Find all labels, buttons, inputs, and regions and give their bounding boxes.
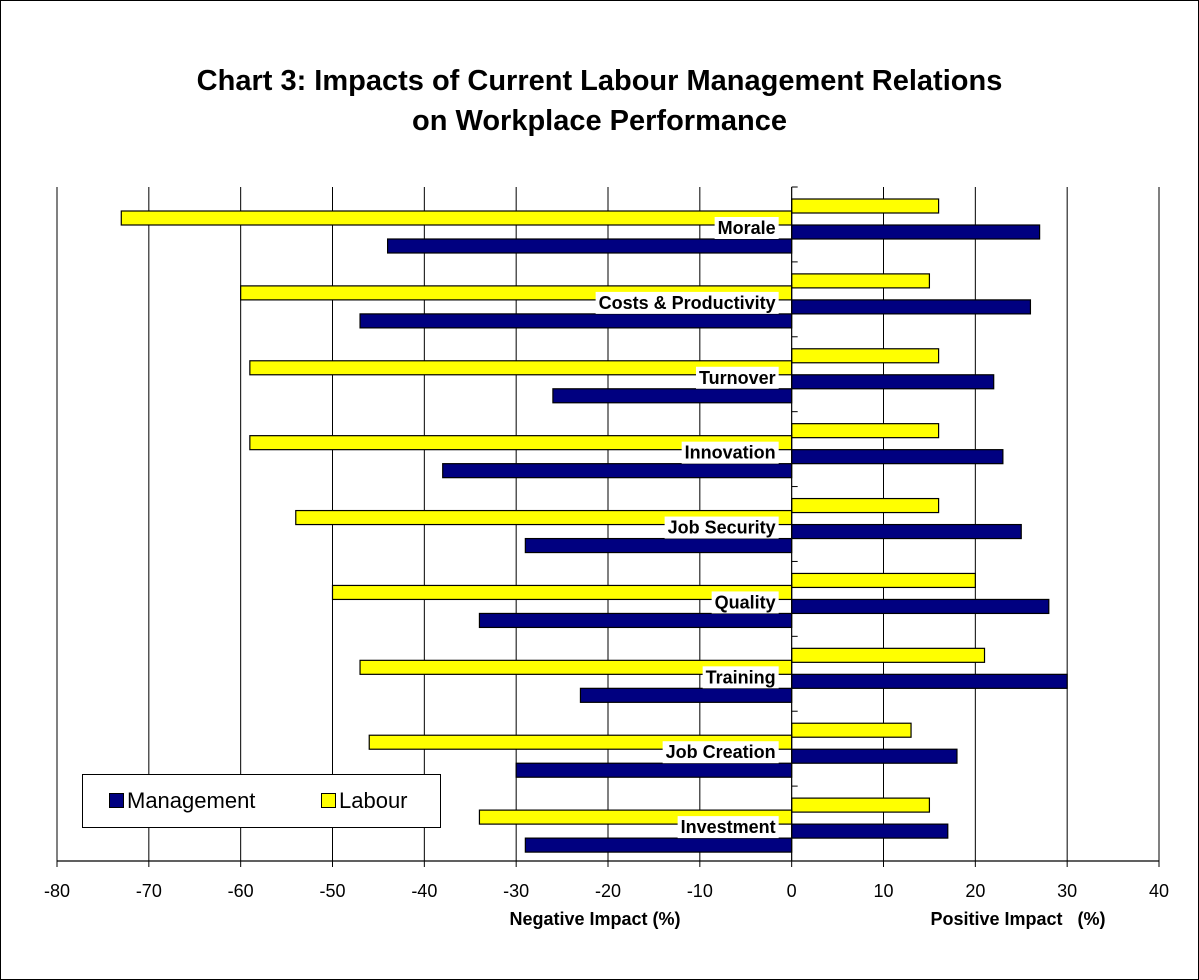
x-axis-title-positive: Positive Impact (%): [930, 909, 1105, 929]
bar-management-positive: [791, 823, 949, 839]
bar-management-negative: [442, 463, 793, 479]
x-tick-label: -70: [136, 881, 162, 901]
category-label-background: [695, 366, 779, 389]
category-label-background: [677, 816, 779, 839]
category-label-background: [711, 591, 779, 614]
bar-management-negative: [359, 313, 793, 329]
chart-title: Chart 3: Impacts of Current Labour Manag…: [1, 61, 1198, 141]
x-tick-label: 30: [1057, 881, 1077, 901]
axes: [56, 186, 1160, 867]
category-label-background: [702, 666, 779, 689]
bar-management-negative: [552, 388, 793, 404]
category-label-background: [662, 741, 779, 764]
category-label-background: [714, 217, 779, 239]
bar-labour-positive: [791, 572, 976, 589]
legend: Management Labour: [82, 774, 441, 828]
bar-management-positive: [791, 523, 1022, 540]
category-label-background: [664, 516, 779, 539]
bars: [120, 198, 1068, 853]
bar-management-positive: [791, 449, 1004, 465]
x-tick-label: -40: [411, 881, 437, 901]
x-axis-title-negative: Negative Impact (%): [509, 909, 680, 929]
bar-management-negative: [515, 762, 793, 778]
category-label: Training: [706, 667, 776, 687]
bar-management-positive: [791, 748, 958, 764]
chart-title-line-1: Chart 3: Impacts of Current Labour Manag…: [196, 65, 1003, 97]
category-labels: Morale Costs & Productivity Turnover Innova…: [595, 217, 779, 839]
bar-labour-negative: [120, 210, 793, 226]
bar-labour-positive: [791, 722, 912, 738]
bar-management-positive: [791, 299, 1032, 315]
category-label-background: [595, 291, 779, 314]
legend-label-management: Management: [127, 788, 256, 813]
category-label: Morale: [718, 218, 776, 238]
bar-labour-positive: [791, 198, 940, 214]
legend-item-management: Management: [109, 789, 255, 813]
bar-labour-positive: [791, 797, 931, 813]
bar-management-negative: [524, 537, 793, 554]
x-tick-label: -80: [44, 881, 70, 901]
bar-labour-positive: [791, 348, 940, 364]
bar-labour-positive: [791, 273, 931, 289]
legend-swatch-management: [109, 792, 124, 808]
x-tick-label: -20: [595, 881, 621, 901]
x-tick-label: 0: [787, 881, 797, 901]
category-label: Turnover: [699, 368, 776, 388]
category-label: Job Creation: [666, 742, 776, 762]
bar-management-positive: [791, 224, 1041, 240]
x-tick-labels: -80 -70 -60 -50 -40 -30 -20 -10 0 10 20 30 40: [44, 881, 1169, 901]
legend-label-labour: Labour: [339, 788, 408, 813]
x-tick-label: -10: [687, 881, 713, 901]
bar-labour-positive: [791, 497, 940, 514]
category-label: Investment: [681, 817, 776, 837]
bar-management-negative: [524, 837, 793, 853]
x-tick-label: 10: [873, 881, 893, 901]
x-tick-label: 40: [1149, 881, 1169, 901]
category-label: Costs & Productivity: [599, 293, 776, 313]
x-tick-label: -50: [319, 881, 345, 901]
x-tick-label: -30: [503, 881, 529, 901]
bar-management-negative: [478, 612, 793, 629]
x-tick-label: 20: [965, 881, 985, 901]
bar-management-negative: [387, 238, 793, 254]
bar-labour-positive: [791, 647, 986, 663]
bar-labour-positive: [791, 423, 940, 439]
category-label: Job Security: [668, 518, 776, 538]
legend-swatch-labour: [321, 792, 336, 808]
category-label: Quality: [715, 592, 776, 612]
category-label-background: [681, 441, 779, 464]
bar-management-positive: [791, 374, 995, 390]
legend-item-labour: Labour: [321, 789, 408, 813]
bar-management-negative: [579, 687, 793, 703]
x-tick-label: -60: [228, 881, 254, 901]
bar-management-positive: [791, 673, 1068, 689]
category-label: Innovation: [685, 443, 776, 463]
bar-management-positive: [791, 598, 1050, 615]
chart-title-line-2: on Workplace Performance: [412, 105, 787, 137]
